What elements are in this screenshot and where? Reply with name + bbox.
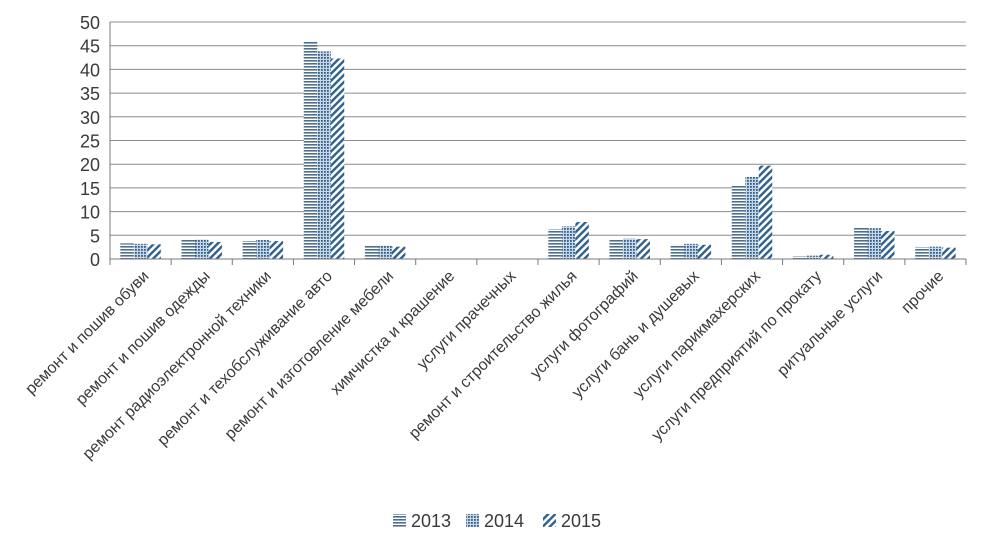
bar-2013-9 <box>609 239 623 259</box>
y-tick-label: 50 <box>80 13 100 33</box>
bar-2013-11 <box>731 185 746 259</box>
bar-2015-5 <box>391 246 406 259</box>
bar-2014-3 <box>256 240 270 259</box>
y-tick-label: 5 <box>90 226 100 246</box>
bar-2015-8 <box>575 222 589 259</box>
bar-2015-11 <box>758 165 773 259</box>
y-tick-label: 45 <box>80 37 100 57</box>
legend-swatch-2013 <box>393 514 406 527</box>
bar-2014-10 <box>684 243 698 259</box>
x-category-label: услуги бань и душевых <box>569 268 703 402</box>
legend-label-2015: 2015 <box>561 511 601 531</box>
y-tick-label: 10 <box>80 203 100 223</box>
bar-2015-10 <box>697 244 712 259</box>
bar-2013-10 <box>670 244 685 259</box>
bar-2015-3 <box>269 240 284 259</box>
bar-2015-14 <box>942 247 956 259</box>
x-category-label: ремонт и пошив обуви <box>22 268 152 398</box>
y-axis-tick-labels: 0 5 10 15 20 25 30 35 40 45 50 <box>80 13 100 270</box>
bar-2015-2 <box>208 241 222 259</box>
bar-2013-13 <box>854 227 868 259</box>
bars <box>120 40 956 260</box>
bar-2015-4 <box>330 58 345 259</box>
legend-swatch-2014 <box>466 514 479 527</box>
bar-2014-4 <box>317 51 331 259</box>
bar-2013-3 <box>242 240 257 259</box>
bar-2013-12 <box>792 256 807 259</box>
bar-2014-5 <box>378 245 392 259</box>
x-category-label: химчистка и крашение <box>328 268 459 399</box>
x-category-label: прочие <box>898 268 947 317</box>
bar-2013-5 <box>364 245 379 259</box>
x-category-label: ритуальные услуги <box>774 268 886 380</box>
bar-2013-8 <box>548 229 562 259</box>
x-category-label: услуги парикмахерских <box>630 268 764 402</box>
legend-label-2013: 2013 <box>411 511 451 531</box>
bar-2014-11 <box>745 176 759 259</box>
gridlines <box>110 21 966 260</box>
bar-2013-14 <box>915 247 929 259</box>
bar-2015-9 <box>636 239 650 259</box>
bar-2013-2 <box>181 239 195 259</box>
legend-swatch-2015 <box>543 514 556 527</box>
bar-2013-1 <box>120 243 134 259</box>
y-tick-label: 15 <box>80 179 100 199</box>
bar-2014-8 <box>561 226 576 259</box>
bar-2014-13 <box>867 228 882 259</box>
bar-2014-9 <box>622 238 637 259</box>
y-tick-label: 35 <box>80 84 100 104</box>
y-tick-label: 30 <box>80 108 100 128</box>
bar-2015-13 <box>881 231 895 259</box>
y-tick-label: 40 <box>80 60 100 80</box>
y-tick-label: 25 <box>80 132 100 152</box>
bar-2015-12 <box>819 254 834 259</box>
bar-2014-12 <box>806 255 820 259</box>
bar-2013-4 <box>303 40 318 260</box>
bar-2014-2 <box>194 239 209 259</box>
legend: 2013 2014 2015 <box>393 511 601 531</box>
y-tick-label: 20 <box>80 155 100 175</box>
bar-2015-1 <box>147 244 161 259</box>
bar-2014-14 <box>928 246 943 259</box>
x-category-label: услуги фотографий <box>527 268 641 382</box>
y-tick-label: 0 <box>90 250 100 270</box>
axes <box>109 22 967 265</box>
legend-label-2014: 2014 <box>484 511 524 531</box>
bar-2014-1 <box>133 243 148 259</box>
